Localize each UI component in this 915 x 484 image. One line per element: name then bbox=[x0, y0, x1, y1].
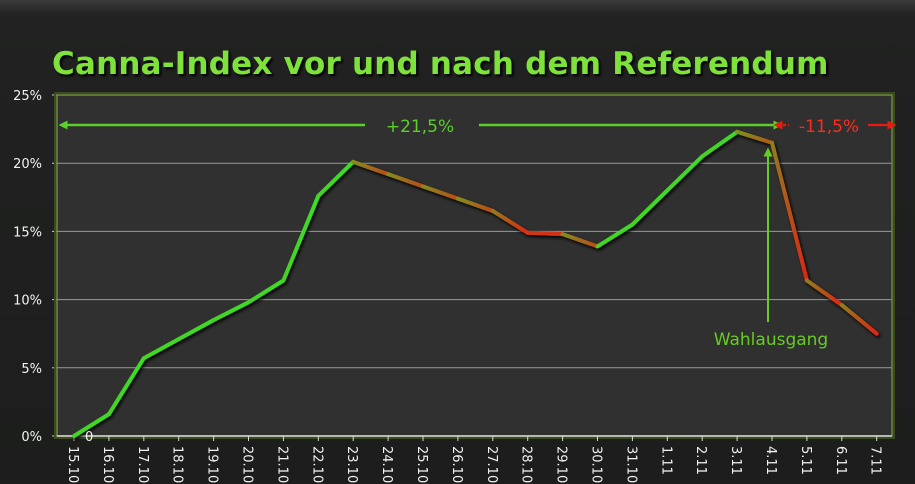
start-value-label: 0 bbox=[85, 430, 93, 445]
x-tick-label: 19.10 bbox=[205, 446, 220, 483]
x-tick-label: 24.10 bbox=[379, 446, 394, 483]
x-tick-label: 4.11 bbox=[763, 446, 778, 475]
x-tick-label: 16.10 bbox=[100, 446, 115, 483]
line-segment bbox=[665, 154, 705, 193]
line-segment bbox=[176, 318, 216, 342]
x-tick-label: 22.10 bbox=[309, 446, 324, 483]
x-tick-label: 17.10 bbox=[135, 446, 150, 483]
x-tick-label: 18.10 bbox=[170, 446, 185, 483]
x-tick-label: 27.10 bbox=[484, 446, 499, 483]
line-segment bbox=[421, 184, 460, 201]
x-tick-label: 5.11 bbox=[798, 446, 813, 475]
line-segment bbox=[595, 222, 635, 249]
line-segment bbox=[525, 230, 565, 237]
line-segment bbox=[246, 278, 286, 305]
y-tick-label: 10% bbox=[13, 294, 42, 309]
gain-label: +21,5% bbox=[386, 117, 454, 137]
x-tick-label: 30.10 bbox=[589, 446, 604, 483]
loss-label: -11,5% bbox=[799, 117, 859, 137]
x-tick-label: 1.11 bbox=[658, 446, 673, 475]
event-label: Wahlausgang bbox=[714, 330, 828, 350]
line-segment bbox=[839, 303, 879, 336]
x-tick-label: 23.10 bbox=[344, 446, 359, 483]
line-segment bbox=[455, 196, 495, 213]
x-tick-label: 20.10 bbox=[240, 446, 255, 483]
line-segment bbox=[700, 129, 740, 159]
x-tick-label: 7.11 bbox=[868, 446, 883, 475]
x-tick-label: 15.10 bbox=[65, 446, 80, 483]
line-segment bbox=[735, 129, 774, 145]
y-tick-label: 15% bbox=[13, 225, 42, 240]
chart-title: Canna-Index vor und nach dem Referendum bbox=[52, 46, 829, 82]
line-segment bbox=[316, 159, 356, 198]
x-tick-label: 21.10 bbox=[274, 446, 289, 483]
line-segment bbox=[72, 412, 111, 438]
line-segment bbox=[630, 188, 670, 227]
x-tick-label: 29.10 bbox=[554, 446, 569, 483]
y-tick-label: 25% bbox=[13, 89, 42, 104]
y-tick-label: 0% bbox=[21, 430, 42, 445]
line-segment bbox=[141, 337, 181, 361]
line-segment bbox=[211, 300, 251, 323]
x-tick-label: 28.10 bbox=[519, 446, 534, 483]
series-line bbox=[72, 129, 879, 438]
line-segment bbox=[386, 172, 425, 189]
line-segment bbox=[106, 356, 146, 417]
y-tick-label: 5% bbox=[21, 362, 42, 377]
plot-border-outer bbox=[54, 92, 895, 439]
x-tick-label: 25.10 bbox=[414, 446, 429, 483]
x-tick-label: 6.11 bbox=[833, 446, 848, 475]
line-segment bbox=[560, 232, 600, 249]
line-segment bbox=[281, 193, 321, 283]
x-tick-label: 2.11 bbox=[693, 446, 708, 475]
line-segment bbox=[804, 278, 844, 308]
y-tick-label: 20% bbox=[13, 157, 42, 172]
line-segment bbox=[770, 140, 809, 283]
line-segment bbox=[351, 159, 391, 177]
plot-area bbox=[57, 95, 892, 436]
x-tick-label: 3.11 bbox=[728, 446, 743, 475]
x-tick-label: 31.10 bbox=[623, 446, 638, 483]
line-segment bbox=[490, 208, 530, 235]
x-tick-label: 26.10 bbox=[449, 446, 464, 483]
